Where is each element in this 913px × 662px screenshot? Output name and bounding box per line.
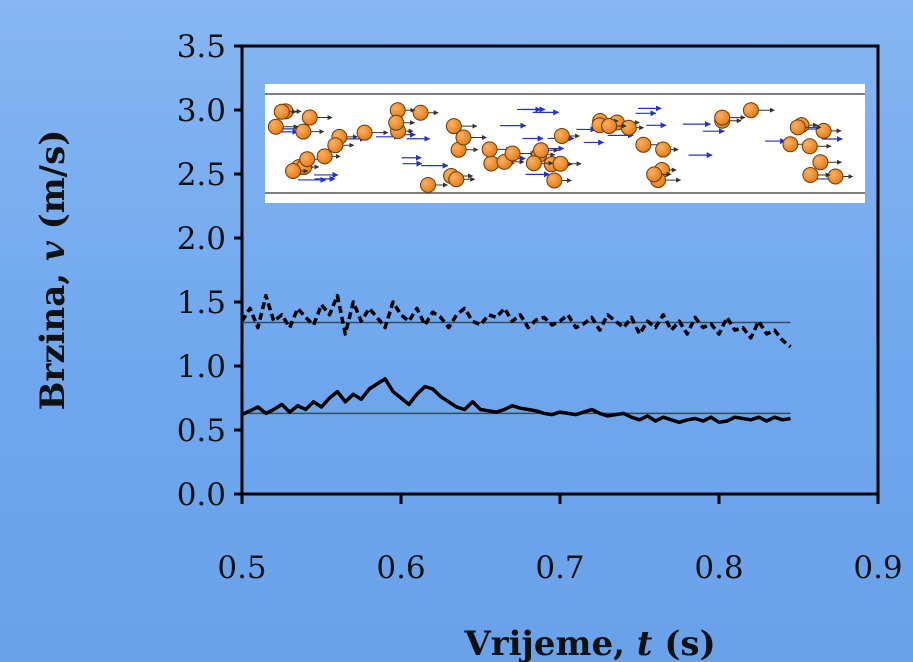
y-tick-label: 0.0 bbox=[177, 477, 226, 513]
particle bbox=[525, 155, 542, 172]
particle bbox=[448, 171, 465, 188]
particle bbox=[620, 119, 637, 136]
y-tick-label: 2.5 bbox=[177, 157, 226, 193]
x-tick-label: 0.9 bbox=[853, 550, 902, 586]
particle bbox=[533, 142, 550, 159]
particle bbox=[483, 155, 500, 172]
y-tick-label: 2.0 bbox=[177, 221, 226, 257]
y-axis-title: Brzina, v (m/s) bbox=[33, 130, 73, 411]
particle bbox=[412, 104, 429, 121]
particle bbox=[299, 151, 316, 168]
x-tick-label: 0.6 bbox=[376, 550, 425, 586]
particle bbox=[420, 177, 437, 193]
x-tick-label: 0.7 bbox=[535, 550, 584, 586]
particle bbox=[316, 148, 333, 165]
particle bbox=[714, 109, 731, 126]
particle bbox=[782, 136, 799, 153]
particle bbox=[827, 168, 844, 185]
particle bbox=[742, 102, 759, 119]
particle bbox=[646, 166, 663, 183]
particle bbox=[327, 137, 344, 154]
y-tick-label: 1.5 bbox=[177, 285, 226, 321]
particle bbox=[273, 103, 290, 120]
particle bbox=[601, 117, 618, 134]
particle bbox=[802, 166, 819, 183]
particle bbox=[295, 123, 312, 140]
particle bbox=[388, 114, 405, 131]
particle bbox=[455, 129, 472, 146]
y-tick-label: 3.0 bbox=[177, 93, 226, 129]
x-axis-title: Vrijeme, t (s) bbox=[463, 624, 715, 662]
particle bbox=[812, 154, 829, 171]
y-tick-label: 0.5 bbox=[177, 413, 226, 449]
inset-panel bbox=[265, 84, 865, 203]
particle bbox=[815, 122, 832, 139]
particle bbox=[267, 118, 284, 135]
series-solid-line bbox=[241, 377, 791, 425]
particle bbox=[789, 119, 806, 136]
y-tick-label: 3.5 bbox=[177, 29, 226, 65]
y-tick-label: 1.0 bbox=[177, 349, 226, 385]
particle bbox=[301, 109, 318, 126]
particle bbox=[356, 124, 373, 141]
particle bbox=[481, 141, 498, 158]
particle bbox=[553, 128, 570, 145]
particle bbox=[552, 155, 569, 172]
series-dashed-line bbox=[240, 293, 792, 349]
particle bbox=[635, 136, 652, 153]
particle bbox=[655, 141, 672, 158]
x-tick-label: 0.8 bbox=[694, 550, 743, 586]
x-tick-label: 0.5 bbox=[217, 550, 266, 586]
particle bbox=[445, 118, 462, 135]
particle bbox=[546, 172, 563, 189]
particle bbox=[801, 138, 818, 155]
particle bbox=[504, 145, 521, 162]
particle bbox=[285, 163, 302, 180]
